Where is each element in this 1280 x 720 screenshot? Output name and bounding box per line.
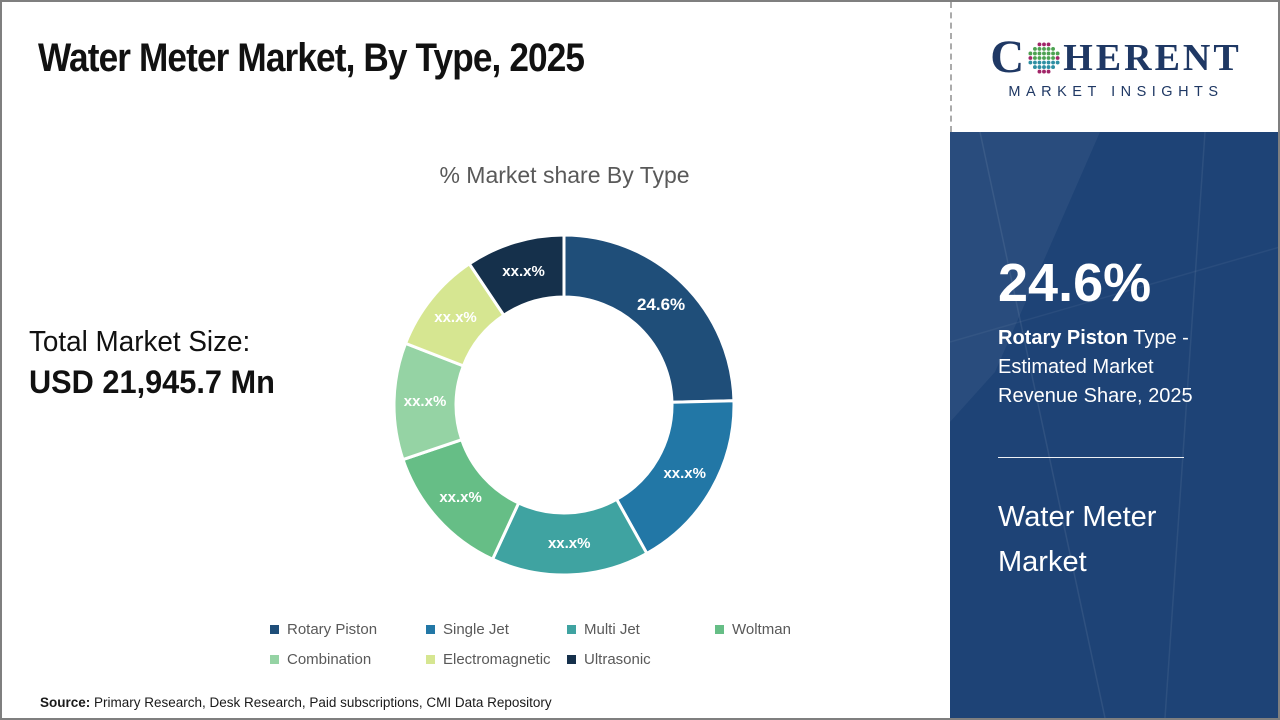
stat-description: Rotary Piston Type - Estimated Market Re… xyxy=(998,324,1216,411)
stat-value: 24.6% xyxy=(998,253,1152,313)
total-market-size-label: Total Market Size: xyxy=(29,326,251,358)
logo-letters-herent: HERENT xyxy=(1063,36,1242,79)
legend-marker xyxy=(567,655,576,664)
donut-segment-label: xx.x% xyxy=(663,465,706,482)
legend-label: Electromagnetic xyxy=(443,651,551,668)
donut-segment-label: 24.6% xyxy=(637,295,685,314)
donut-segment-rotary-piston xyxy=(562,233,736,404)
stat-description-rest: Type - Estimated Market Revenue Share, 2… xyxy=(998,327,1193,407)
legend-marker xyxy=(426,625,435,634)
logo-letter-c: C xyxy=(990,31,1025,83)
legend-item-electromagnetic: Electromagnetic xyxy=(426,649,567,670)
donut-segment-label: xx.x% xyxy=(502,263,545,280)
legend-marker xyxy=(426,655,435,664)
donut-segment-label: xx.x% xyxy=(434,309,477,326)
sidebar-panel: 24.6% Rotary Piston Type - Estimated Mar… xyxy=(950,132,1278,718)
globe-dots-icon xyxy=(1028,41,1060,74)
legend-label: Woltman xyxy=(732,621,791,638)
source-label: Source: xyxy=(40,695,91,710)
legend-item-rotary-piston: Rotary Piston xyxy=(270,619,426,640)
donut-segment-label: xx.x% xyxy=(548,535,591,552)
legend-label: Single Jet xyxy=(443,621,509,638)
page-title: Water Meter Market, By Type, 2025 xyxy=(38,36,585,80)
legend-item-woltman: Woltman xyxy=(715,619,845,640)
source-text: Primary Research, Desk Research, Paid su… xyxy=(90,695,552,710)
logo: C HERENT MARKET INSIGHTS xyxy=(950,2,1278,132)
logo-wordmark: C HERENT xyxy=(990,34,1241,81)
legend-item-ultrasonic: Ultrasonic xyxy=(567,649,715,670)
source-note: Source: Primary Research, Desk Research,… xyxy=(40,695,552,710)
map-pattern xyxy=(950,132,1278,718)
sidebar: C HERENT MARKET INSIGHTS 24.6% Rotary Pi… xyxy=(950,2,1278,718)
donut-segment-label: xx.x% xyxy=(404,393,447,410)
legend-label: Ultrasonic xyxy=(584,651,651,668)
legend-marker xyxy=(715,625,724,634)
legend-marker xyxy=(270,655,279,664)
legend-item-single-jet: Single Jet xyxy=(426,619,567,640)
chart-legend: Rotary Piston Single Jet Multi Jet Woltman C… xyxy=(270,619,845,670)
legend-item-combination: Combination xyxy=(270,649,426,670)
donut-segment-ultrasonic xyxy=(467,233,566,317)
donut-chart: 24.6% xx.x% xx.x% xx.x% xx.x% xx.x% xx.x% xyxy=(392,233,736,577)
sidebar-market-name: Water Meter Market xyxy=(998,501,1157,578)
donut-segment-label: xx.x% xyxy=(439,489,482,506)
legend-label: Rotary Piston xyxy=(287,621,378,638)
legend-label: Multi Jet xyxy=(584,621,640,638)
chart-title: % Market share By Type xyxy=(439,162,690,188)
legend-label: Combination xyxy=(287,651,372,668)
stat-description-highlight: Rotary Piston xyxy=(998,327,1129,349)
total-market-size-value: USD 21,945.7 Mn xyxy=(29,364,275,400)
logo-subtitle: MARKET INSIGHTS xyxy=(1008,84,1224,100)
legend-item-multi-jet: Multi Jet xyxy=(567,619,715,640)
total-market-size: Total Market Size: USD 21,945.7 Mn xyxy=(29,326,285,401)
sidebar-divider xyxy=(998,457,1184,458)
legend-marker xyxy=(567,625,576,634)
legend-marker xyxy=(270,625,279,634)
